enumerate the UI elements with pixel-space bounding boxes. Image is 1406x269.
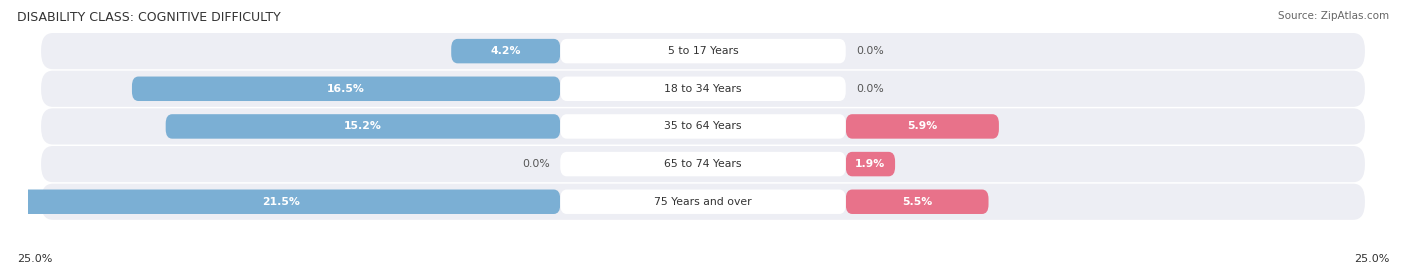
Text: 1.9%: 1.9%: [855, 159, 886, 169]
Text: 0.0%: 0.0%: [856, 84, 884, 94]
Text: 16.5%: 16.5%: [328, 84, 366, 94]
Text: 25.0%: 25.0%: [17, 254, 52, 264]
Text: 5.5%: 5.5%: [903, 197, 932, 207]
Text: 65 to 74 Years: 65 to 74 Years: [664, 159, 742, 169]
Text: Source: ZipAtlas.com: Source: ZipAtlas.com: [1278, 11, 1389, 21]
Text: 15.2%: 15.2%: [344, 121, 382, 132]
FancyBboxPatch shape: [41, 33, 1365, 69]
FancyBboxPatch shape: [846, 189, 988, 214]
FancyBboxPatch shape: [41, 184, 1365, 220]
FancyBboxPatch shape: [41, 108, 1365, 144]
Text: 5 to 17 Years: 5 to 17 Years: [668, 46, 738, 56]
FancyBboxPatch shape: [41, 146, 1365, 182]
FancyBboxPatch shape: [560, 76, 846, 101]
FancyBboxPatch shape: [560, 114, 846, 139]
Text: 21.5%: 21.5%: [263, 197, 299, 207]
FancyBboxPatch shape: [846, 114, 998, 139]
Text: 4.2%: 4.2%: [491, 46, 522, 56]
FancyBboxPatch shape: [132, 76, 560, 101]
Text: 75 Years and over: 75 Years and over: [654, 197, 752, 207]
FancyBboxPatch shape: [166, 114, 560, 139]
FancyBboxPatch shape: [451, 39, 560, 63]
Text: 0.0%: 0.0%: [856, 46, 884, 56]
FancyBboxPatch shape: [41, 71, 1365, 107]
FancyBboxPatch shape: [846, 152, 896, 176]
FancyBboxPatch shape: [3, 189, 560, 214]
FancyBboxPatch shape: [560, 39, 846, 63]
Text: 35 to 64 Years: 35 to 64 Years: [664, 121, 742, 132]
Text: 25.0%: 25.0%: [1354, 254, 1389, 264]
Text: 5.9%: 5.9%: [907, 121, 938, 132]
Text: DISABILITY CLASS: COGNITIVE DIFFICULTY: DISABILITY CLASS: COGNITIVE DIFFICULTY: [17, 11, 281, 24]
Text: 0.0%: 0.0%: [522, 159, 550, 169]
FancyBboxPatch shape: [560, 189, 846, 214]
Text: 18 to 34 Years: 18 to 34 Years: [664, 84, 742, 94]
FancyBboxPatch shape: [560, 152, 846, 176]
